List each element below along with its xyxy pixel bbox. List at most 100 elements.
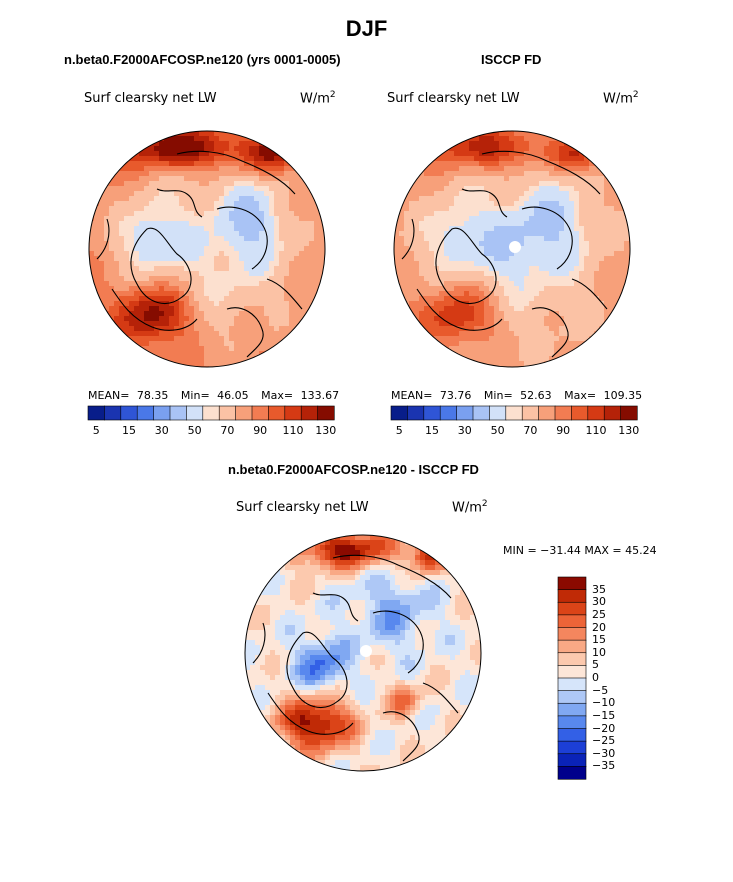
diff-colorbar-ticks: 35 30 25 20 15 10 5 0 −5 −10 −15 −20 −25 −30 −35 xyxy=(592,577,632,787)
colorbar-segment xyxy=(521,405,540,421)
left-polar-map xyxy=(88,130,326,368)
colorbar-segment xyxy=(557,690,587,704)
colorbar-tick-label: 15 xyxy=(425,424,439,437)
left-units-label: W/m2 xyxy=(300,90,336,107)
coastline xyxy=(156,188,203,218)
colorbar-segment xyxy=(169,405,188,421)
colorbar-tick-label: −5 xyxy=(592,683,609,697)
map-border xyxy=(393,130,631,368)
right-colorbar xyxy=(390,405,638,421)
right-polar-map xyxy=(393,130,631,368)
colorbar-tick-label: 110 xyxy=(282,424,304,437)
coastline xyxy=(267,692,354,735)
diff-polar-map xyxy=(244,534,482,772)
colorbar-segment xyxy=(423,405,441,421)
colorbar-tick-label: 130 xyxy=(315,424,337,437)
coastline xyxy=(252,622,266,664)
colorbar-tick-label: −15 xyxy=(592,708,616,722)
coastline xyxy=(422,682,459,714)
colorbar-segment xyxy=(557,677,587,692)
left-min-value: 46.05 xyxy=(217,389,249,402)
colorbar-segment xyxy=(456,405,474,421)
colorbar-segment xyxy=(439,405,458,421)
colorbar-segment xyxy=(235,405,253,421)
colorbar-segment xyxy=(557,753,587,767)
coastline xyxy=(332,554,452,599)
colorbar-segment xyxy=(407,405,425,421)
colorbar-segment xyxy=(603,405,622,421)
colorbar-segment xyxy=(557,627,587,641)
coastlines xyxy=(252,554,459,762)
colorbar-segment xyxy=(104,405,122,421)
colorbar-segment xyxy=(557,728,587,742)
colorbar-segment xyxy=(557,614,587,629)
coastline xyxy=(372,610,424,674)
left-max-value: 133.67 xyxy=(300,389,340,402)
coastline xyxy=(266,278,303,310)
coastline xyxy=(481,150,601,195)
coastline xyxy=(111,288,198,331)
colorbar-tick-label: 70 xyxy=(220,424,235,437)
left-panel-title: n.beta0.F2000AFCOSP.ne120 (yrs 0001-0005… xyxy=(64,52,341,67)
right-mean-value: 73.76 xyxy=(439,389,472,402)
diff-min-max-label: MIN = −31.44 MAX = 45.24 xyxy=(503,544,657,557)
colorbar-tick-label: 35 xyxy=(592,582,606,596)
left-min-label: Min= xyxy=(180,389,210,402)
colorbar-tick-label: 130 xyxy=(618,424,640,437)
colorbar-tick-label: 30 xyxy=(457,424,472,437)
right-mean-label: MEAN= xyxy=(391,389,433,402)
colorbar-tick-label: −10 xyxy=(592,696,616,710)
colorbar-tick-label: 110 xyxy=(585,424,607,437)
left-colorbar-ticks: 5 15 30 50 70 90 110 130 xyxy=(88,424,337,438)
right-panel-title: ISCCP FD xyxy=(481,52,542,67)
colorbar-segment xyxy=(505,405,523,421)
colorbar-tick-label: −30 xyxy=(592,746,616,760)
colorbar-segment xyxy=(557,639,587,654)
left-max-label: Max= xyxy=(261,389,294,402)
coastline xyxy=(531,307,569,358)
colorbar-tick-label: 90 xyxy=(253,424,268,437)
colorbar-segment xyxy=(251,405,270,421)
colorbar-segment xyxy=(317,405,335,421)
colorbar-segment xyxy=(557,576,587,591)
colorbar-segment xyxy=(268,405,286,421)
coastline xyxy=(216,206,268,270)
coastline xyxy=(312,592,359,622)
right-max-label: Max= xyxy=(564,389,597,402)
colorbar-segment xyxy=(557,589,587,603)
map-field xyxy=(89,131,325,367)
coastline xyxy=(176,150,296,195)
colorbar-tick-label: 20 xyxy=(592,620,606,634)
coastline xyxy=(226,307,264,358)
pole-hole xyxy=(360,645,372,657)
colorbar-segment xyxy=(587,405,605,421)
coastline xyxy=(96,218,110,260)
colorbar-tick-label: 50 xyxy=(187,424,202,437)
coastline xyxy=(435,227,497,304)
coastline xyxy=(461,188,508,218)
colorbar-tick-label: 25 xyxy=(592,607,606,621)
colorbar-segment xyxy=(571,405,589,421)
colorbar-segment xyxy=(557,601,587,616)
colorbar-segment xyxy=(557,652,587,666)
colorbar-segment xyxy=(557,715,587,730)
colorbar-segment xyxy=(284,405,302,421)
colorbar-segment xyxy=(472,405,491,421)
colorbar-segment xyxy=(300,405,319,421)
colorbar-segment xyxy=(489,405,507,421)
coastline xyxy=(571,278,608,310)
colorbar-tick-label: 30 xyxy=(154,424,169,437)
colorbar-segment xyxy=(202,405,220,421)
diff-panel-title: n.beta0.F2000AFCOSP.ne120 - ISCCP FD xyxy=(228,462,479,477)
diff-units-label: W/m2 xyxy=(452,499,488,516)
colorbar-tick-label: 50 xyxy=(490,424,505,437)
coastline xyxy=(382,711,420,762)
right-min-value: 52.63 xyxy=(520,389,552,402)
colorbar-tick-label: −20 xyxy=(592,721,616,735)
left-colorbar xyxy=(87,405,335,421)
right-units-label: W/m2 xyxy=(603,90,639,107)
coastlines xyxy=(96,150,303,358)
left-mean-label: MEAN= xyxy=(88,389,130,402)
colorbar-segment xyxy=(87,405,106,421)
pole-hole xyxy=(509,241,521,253)
